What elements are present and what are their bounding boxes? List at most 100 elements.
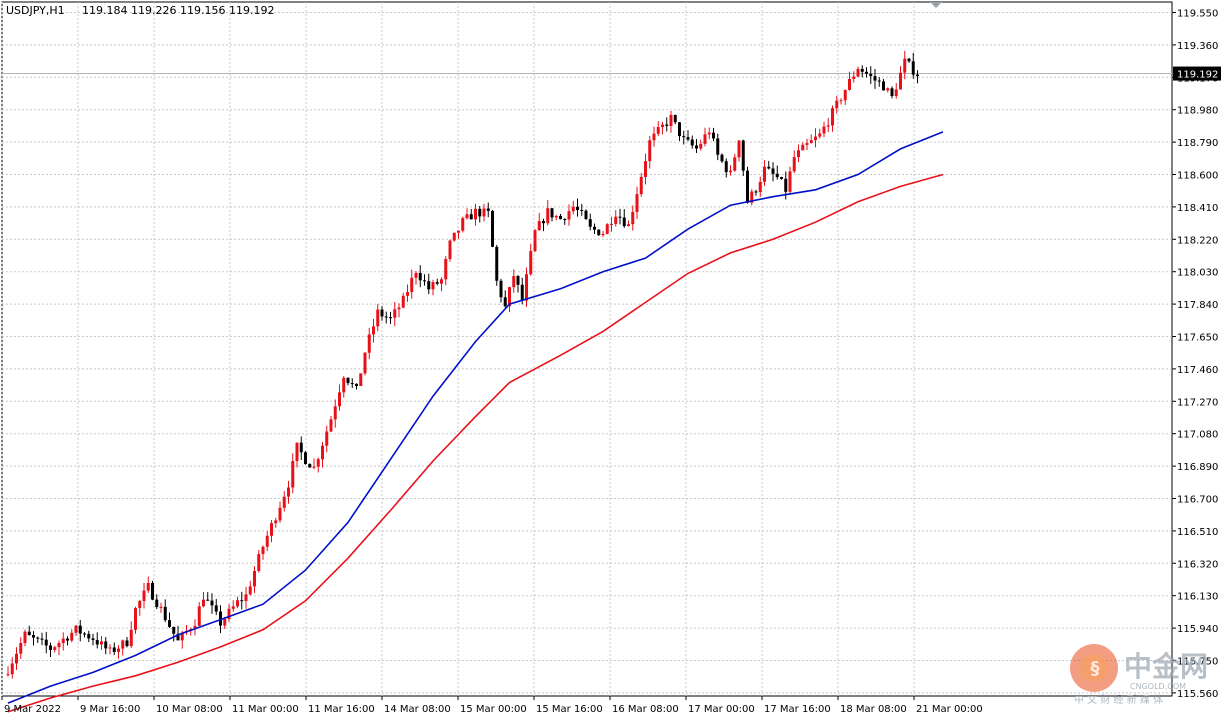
x-tick-label: 15 Mar 16:00	[536, 704, 603, 715]
candle-body	[304, 452, 307, 465]
candle-body	[716, 138, 720, 155]
y-tick-label: 117.460	[1177, 365, 1218, 376]
candle-body	[503, 297, 507, 307]
candle-body	[427, 281, 431, 290]
candle-body	[295, 442, 299, 461]
chart-shift-icon[interactable]	[930, 2, 942, 8]
candle-body	[733, 157, 737, 171]
candle-body	[168, 620, 171, 627]
candle-body	[346, 377, 350, 384]
candle-body	[593, 226, 596, 230]
x-tick-label: 17 Mar 00:00	[688, 704, 755, 715]
candle-body	[563, 219, 567, 221]
candle-body	[890, 88, 894, 97]
candle-body	[707, 132, 711, 135]
candle-body	[23, 631, 27, 644]
candle-body	[125, 640, 129, 647]
x-tick-label: 9 Mar 2022	[4, 704, 61, 715]
y-tick-label: 117.080	[1177, 430, 1218, 441]
brand-logo-icon: § 中金网 CNGOLD.COM 中 文 财 经 新 媒 体	[1070, 644, 1208, 706]
candle-body	[384, 316, 388, 318]
candle-body	[525, 274, 528, 301]
candle-body	[312, 466, 316, 468]
candle-body	[856, 68, 860, 77]
candle-body	[622, 217, 626, 227]
candle-body	[712, 132, 715, 139]
candle-body	[151, 583, 154, 600]
candle-body	[703, 134, 707, 144]
candle-body	[159, 606, 163, 608]
candle-body	[278, 507, 282, 521]
candle-body	[865, 71, 868, 74]
candle-body	[70, 632, 74, 641]
candle-body	[665, 124, 669, 126]
candle-body	[423, 280, 426, 282]
y-tick-label: 116.510	[1177, 527, 1218, 538]
candle-body	[240, 600, 244, 602]
candle-body	[117, 648, 120, 652]
candle-body	[533, 230, 537, 252]
ma-slow-line	[7, 173, 944, 713]
candle-body	[465, 214, 469, 219]
candle-body	[809, 140, 813, 144]
candle-body	[818, 133, 822, 137]
candle-body	[231, 606, 235, 609]
candle-body	[104, 641, 108, 649]
candle-body	[299, 442, 303, 453]
candle-body	[100, 641, 103, 645]
candle-body	[74, 625, 78, 633]
candle-body	[835, 100, 839, 109]
y-tick-label: 116.890	[1177, 462, 1218, 473]
candle-body	[49, 645, 52, 650]
candle-body	[648, 140, 652, 162]
candle-body	[27, 631, 31, 636]
candle-body	[197, 606, 201, 626]
ohlc-readout: 119.184 119.226 119.156 119.192	[82, 4, 274, 17]
candle-body	[155, 599, 159, 608]
candle-body	[792, 157, 796, 172]
candle-body	[223, 618, 227, 626]
candle-body	[508, 287, 511, 307]
plot-frame	[1, 1, 1173, 697]
y-tick-label: 115.560	[1177, 689, 1218, 700]
candle-body	[903, 58, 907, 73]
candle-body	[788, 171, 792, 192]
candle-body	[673, 114, 677, 123]
watermark-site: CNGOLD.COM	[1130, 682, 1186, 691]
candle-body	[682, 136, 686, 138]
candle-body	[822, 126, 826, 134]
candle-body	[329, 419, 333, 432]
x-tick-label: 16 Mar 08:00	[612, 704, 679, 715]
candle-body	[686, 137, 690, 140]
candle-body	[839, 100, 843, 102]
candle-body	[869, 73, 873, 77]
candle-body	[831, 108, 834, 126]
candle-body	[414, 272, 418, 278]
candle-body	[771, 168, 775, 174]
candle-body	[644, 161, 647, 177]
candle-body	[287, 487, 290, 497]
candle-body	[852, 76, 856, 79]
current-price-tag: 119.192	[1173, 66, 1221, 81]
candle-body	[32, 635, 35, 638]
candle-body	[746, 170, 749, 203]
y-tick-label: 115.750	[1177, 657, 1218, 668]
candle-body	[516, 276, 520, 285]
candle-body	[401, 295, 405, 308]
candle-body	[801, 144, 805, 151]
x-tick-label: 17 Mar 16:00	[764, 704, 831, 715]
y-tick-label: 117.650	[1177, 333, 1218, 344]
candle-body	[350, 383, 354, 385]
candle-body	[410, 277, 414, 293]
candle-body	[597, 229, 601, 236]
y-tick-label: 117.270	[1177, 397, 1218, 408]
candle-body	[40, 638, 44, 640]
candle-body	[6, 674, 10, 676]
candle-body	[512, 276, 516, 288]
candle-body	[367, 334, 371, 353]
candle-body	[342, 377, 346, 393]
candle-body	[359, 373, 363, 387]
candle-body	[380, 309, 384, 317]
candle-body	[257, 554, 261, 571]
